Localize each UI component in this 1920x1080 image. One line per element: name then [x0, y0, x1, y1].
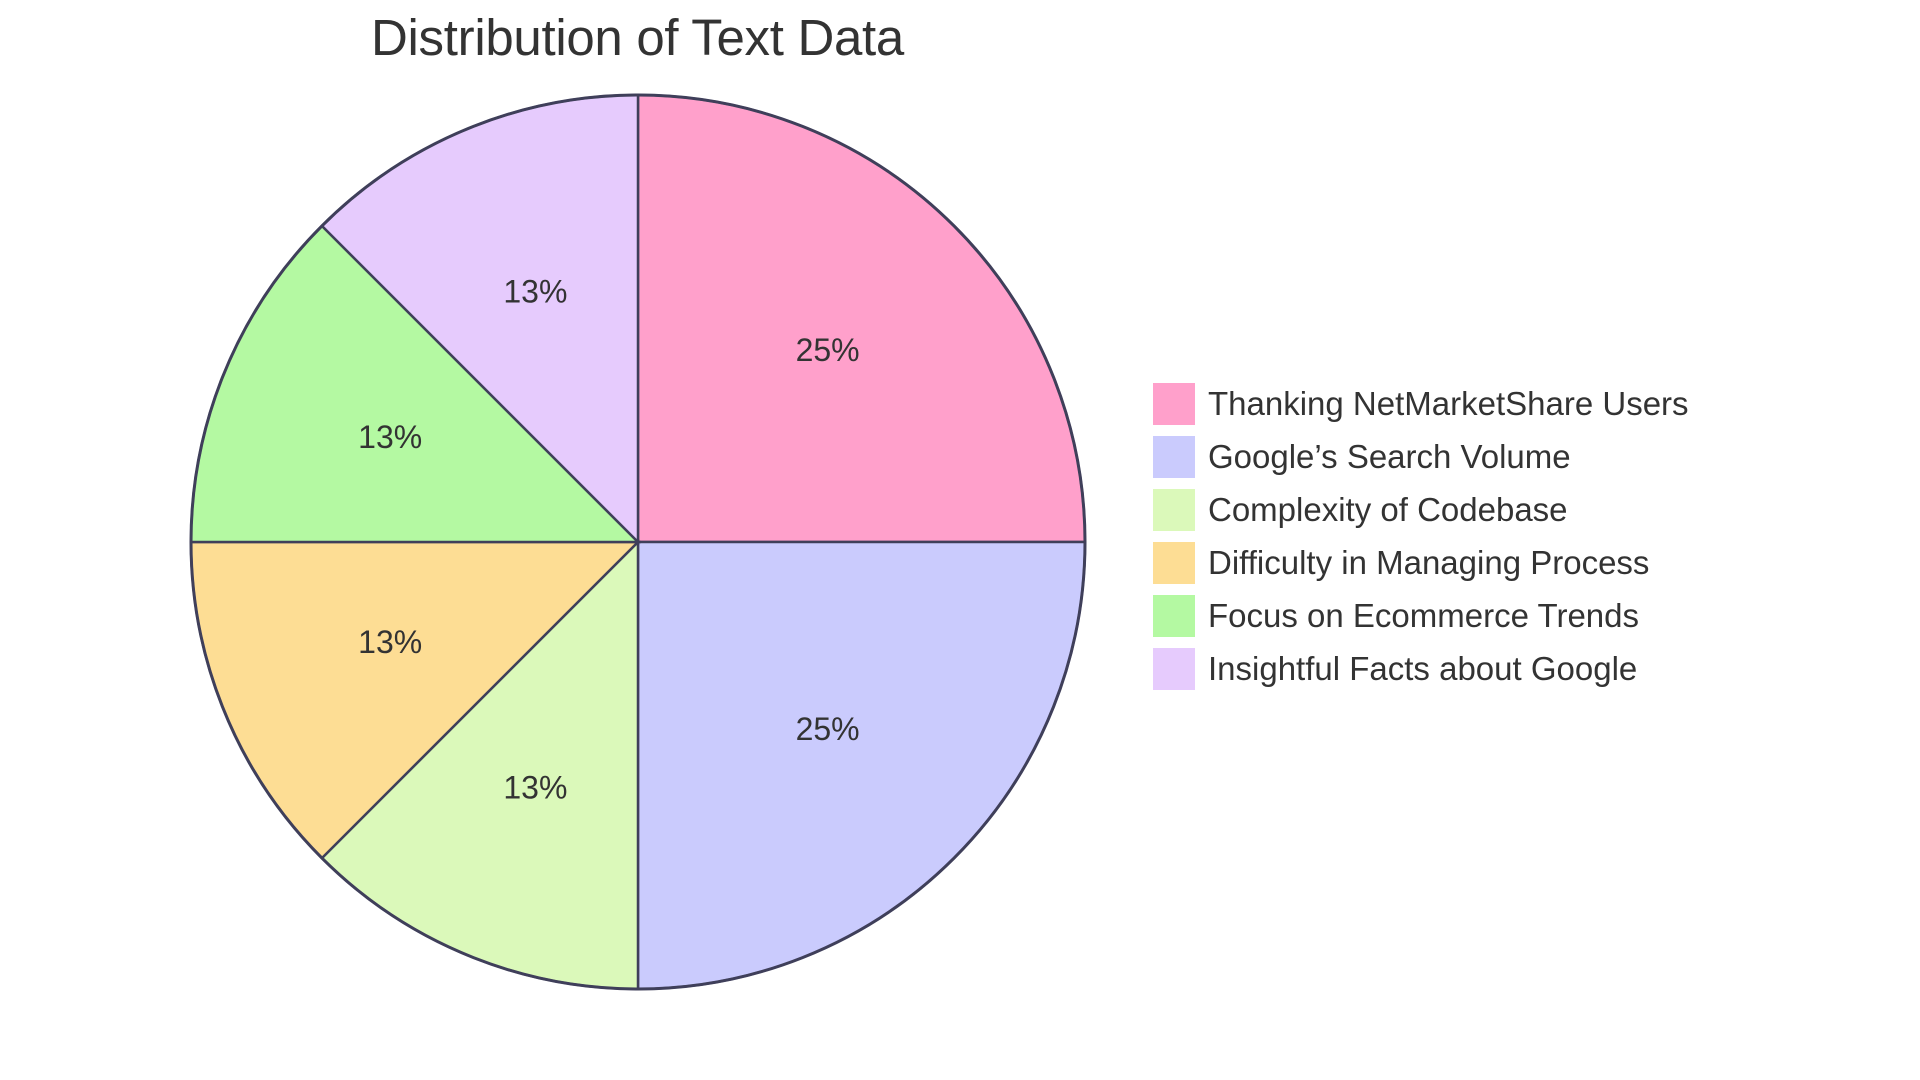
slice-percent-label: 25% — [796, 332, 860, 368]
legend-item: Google’s Search Volume — [1152, 433, 1689, 480]
legend-label: Google’s Search Volume — [1208, 437, 1571, 475]
slice-percent-label: 13% — [358, 624, 422, 660]
slice-percent-label: 13% — [503, 769, 567, 805]
chart-title: Distribution of Text Data — [371, 9, 904, 66]
slice-percent-label: 25% — [796, 711, 860, 747]
legend-swatch-icon — [1152, 593, 1196, 638]
legend-item: Focus on Ecommerce Trends — [1152, 592, 1689, 639]
legend-label: Insightful Facts about Google — [1208, 649, 1638, 687]
pie-slice — [636, 93, 1087, 544]
pie-slices — [189, 93, 1087, 991]
legend-item: Insightful Facts about Google — [1152, 645, 1689, 692]
legend: Thanking NetMarketShare Users Google’s S… — [1152, 380, 1689, 698]
pie-slice-labels: 25% 25% 13% 13% 13% 13% — [358, 274, 859, 806]
pie-outline — [189, 93, 1087, 991]
legend-swatch-icon — [1152, 487, 1196, 532]
slice-percent-label: 13% — [358, 419, 422, 455]
legend-item: Difficulty in Managing Process — [1152, 539, 1689, 586]
pie-slice — [636, 540, 1087, 991]
legend-item: Complexity of Codebase — [1152, 486, 1689, 533]
legend-swatch-icon — [1152, 381, 1196, 426]
legend-label: Complexity of Codebase — [1208, 490, 1568, 528]
legend-label: Difficulty in Managing Process — [1208, 543, 1650, 581]
legend-swatch-icon — [1152, 540, 1196, 585]
legend-item: Thanking NetMarketShare Users — [1152, 380, 1689, 427]
legend-swatch-icon — [1152, 646, 1196, 691]
legend-label: Thanking NetMarketShare Users — [1208, 384, 1689, 422]
legend-label: Focus on Ecommerce Trends — [1208, 596, 1639, 634]
slice-percent-label: 13% — [503, 274, 567, 310]
legend-swatch-icon — [1152, 434, 1196, 479]
